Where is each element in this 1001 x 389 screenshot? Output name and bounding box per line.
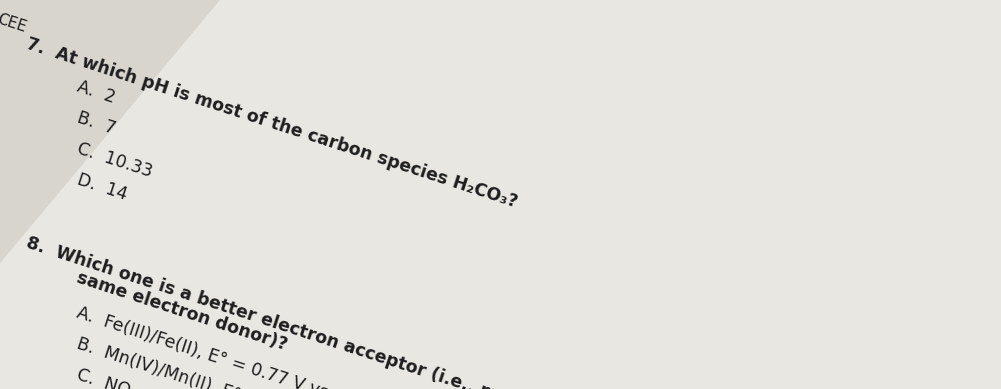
Text: B.  7: B. 7 xyxy=(74,109,118,138)
Text: A.  2: A. 2 xyxy=(74,78,117,107)
Text: B.  Mn(IV)/Mn(II), E° = 1.23 V vs. SHE: B. Mn(IV)/Mn(II), E° = 1.23 V vs. SHE xyxy=(74,335,388,389)
Text: 7.  At which pH is most of the carbon species H₂CO₃?: 7. At which pH is most of the carbon spe… xyxy=(24,35,521,211)
Text: 8.  Which one is a better electron acceptor (i.e., more likely to accept electro: 8. Which one is a better electron accept… xyxy=(24,233,858,389)
Text: same electron donor)?: same electron donor)? xyxy=(74,268,289,354)
Text: D.  14: D. 14 xyxy=(74,171,129,204)
Text: CEE: CEE xyxy=(0,12,28,35)
Text: C.  10.33: C. 10.33 xyxy=(74,140,154,181)
Text: C.  NO₃⁻/NO, E° = 0.96 V vs. SHE: C. NO₃⁻/NO, E° = 0.96 V vs. SHE xyxy=(74,366,353,389)
Text: A.  Fe(III)/Fe(II), E° = 0.77 V vs. SHE: A. Fe(III)/Fe(II), E° = 0.77 V vs. SHE xyxy=(74,303,374,389)
